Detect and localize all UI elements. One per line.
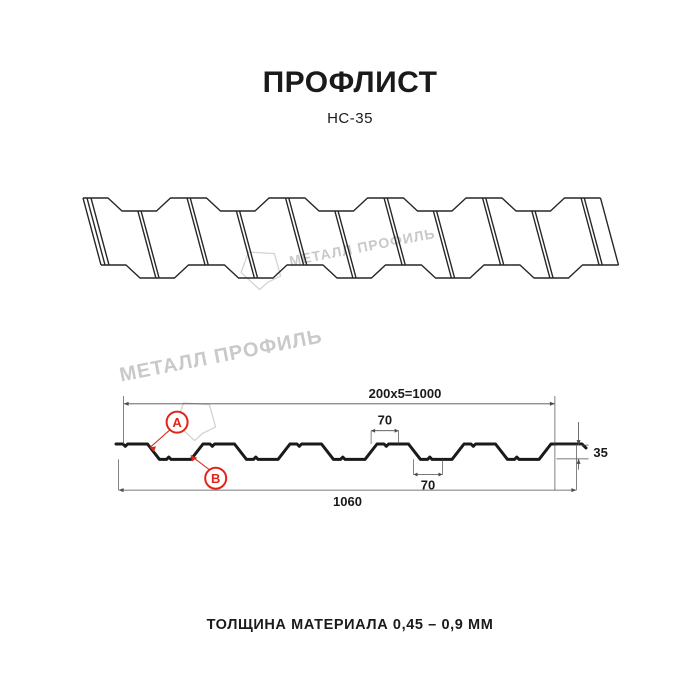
- svg-text:70: 70: [378, 413, 392, 428]
- svg-text:200x5=1000: 200x5=1000: [369, 386, 442, 401]
- svg-text:35: 35: [593, 445, 607, 460]
- svg-text:1060: 1060: [333, 494, 362, 509]
- svg-text:A: A: [172, 415, 182, 430]
- svg-text:B: B: [211, 471, 220, 486]
